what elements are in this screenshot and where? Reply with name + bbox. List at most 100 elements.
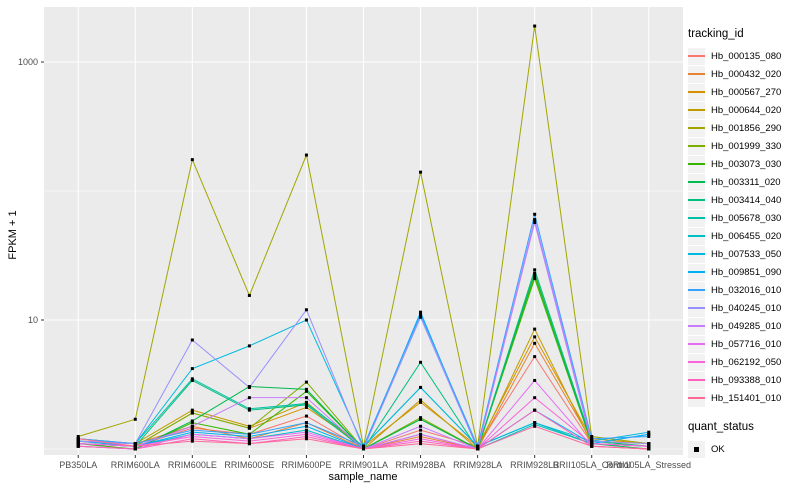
legend-item-label: Hb_001856_290	[711, 122, 782, 134]
line-swatch-icon	[688, 281, 705, 299]
data-point	[304, 424, 308, 428]
data-point	[247, 385, 251, 389]
data-point	[304, 318, 308, 322]
legend-item-label: Hb_032016_010	[711, 284, 782, 296]
data-point	[190, 434, 194, 438]
x-tick-label: RRIM928BA	[396, 460, 446, 470]
data-point	[190, 437, 194, 441]
legend-item-label: Hb_000432_020	[711, 68, 782, 80]
data-point	[419, 417, 423, 421]
legend-item-label: Hb_000644_020	[711, 104, 782, 116]
data-point	[590, 434, 594, 438]
legend-item-Hb_003414_040: Hb_003414_040	[688, 191, 800, 209]
legend-item-label: Hb_057716_010	[711, 338, 782, 350]
data-point	[190, 367, 194, 371]
x-tick-label: RRIM928LA	[453, 460, 502, 470]
line-swatch-icon	[688, 245, 705, 263]
legend-item-label: OK	[711, 443, 725, 455]
legend-item-Hb_006455_020: Hb_006455_020	[688, 227, 800, 245]
data-point	[133, 417, 137, 421]
data-point	[419, 400, 423, 404]
x-tick-label: RRIM901LA	[339, 460, 388, 470]
data-point	[419, 439, 423, 443]
data-point	[419, 424, 423, 428]
data-point	[190, 439, 194, 443]
legend-item-Hb_001856_290: Hb_001856_290	[688, 119, 800, 137]
data-point	[133, 447, 137, 451]
legend-item-label: Hb_009851_090	[711, 266, 782, 278]
legend-item-Hb_049285_010: Hb_049285_010	[688, 317, 800, 335]
data-point	[190, 378, 194, 382]
data-point	[304, 387, 308, 391]
data-point	[304, 421, 308, 425]
data-point	[304, 437, 308, 441]
legend-item-Hb_009851_090: Hb_009851_090	[688, 263, 800, 281]
line-swatch-icon	[688, 299, 705, 317]
data-point	[419, 434, 423, 438]
data-point	[190, 419, 194, 423]
data-point	[419, 416, 423, 420]
y-tick-label: 10	[28, 315, 38, 325]
data-point	[190, 411, 194, 415]
line-swatch-icon	[688, 65, 705, 83]
legend-item-Hb_000432_020: Hb_000432_020	[688, 65, 800, 83]
data-point	[76, 437, 80, 441]
line-swatch-icon	[688, 335, 705, 353]
data-point	[304, 389, 308, 393]
line-swatch-icon	[688, 209, 705, 227]
line-swatch-icon	[688, 47, 705, 65]
legend-item-Hb_062192_050: Hb_062192_050	[688, 353, 800, 371]
legend-title-quant-status: quant_status	[688, 421, 754, 433]
x-tick-label: RRII105LA_Stressed	[606, 460, 691, 470]
data-point	[419, 385, 423, 389]
legend-item-Hb_151401_010: Hb_151401_010	[688, 389, 800, 407]
line-swatch-icon	[688, 173, 705, 191]
x-tick-label: PB350LA	[59, 460, 97, 470]
data-point	[533, 335, 537, 339]
legend-item-label: Hb_003414_040	[711, 194, 782, 206]
legend-item-label: Hb_003073_030	[711, 158, 782, 170]
data-point	[247, 439, 251, 443]
line-swatch-icon	[688, 119, 705, 137]
data-point	[476, 444, 480, 448]
data-point	[647, 442, 651, 446]
data-point	[533, 378, 537, 382]
line-swatch-icon	[688, 101, 705, 119]
data-point	[190, 432, 194, 436]
data-point	[419, 360, 423, 364]
data-point	[590, 444, 594, 448]
x-tick-label: RRIM600SE	[224, 460, 274, 470]
data-point	[647, 447, 651, 451]
data-point	[362, 447, 365, 451]
data-point	[190, 408, 194, 412]
data-point	[76, 434, 80, 438]
data-point	[590, 439, 594, 443]
data-point	[190, 377, 194, 381]
data-point	[419, 310, 423, 314]
legend-item-Hb_057716_010: Hb_057716_010	[688, 335, 800, 353]
data-point	[533, 327, 537, 331]
data-point	[419, 442, 423, 446]
data-point	[247, 407, 251, 411]
data-point	[190, 426, 194, 430]
data-point	[533, 421, 537, 425]
data-point	[247, 396, 251, 400]
legend-item-Hb_093388_010: Hb_093388_010	[688, 371, 800, 389]
data-point	[304, 153, 308, 157]
y-tick-label: 1000	[18, 57, 38, 67]
line-swatch-icon	[688, 263, 705, 281]
legend-item-label: Hb_040245_010	[711, 302, 782, 314]
data-point	[304, 402, 308, 406]
data-point	[533, 274, 537, 278]
data-point	[247, 293, 251, 297]
data-point	[476, 447, 480, 451]
data-point	[190, 430, 194, 434]
legend-items-tracking: Hb_000135_080 Hb_000432_020 Hb_000567_270 H…	[688, 47, 800, 407]
data-point	[590, 442, 594, 446]
data-point	[533, 396, 537, 400]
line-swatch-icon	[688, 389, 705, 407]
data-point	[419, 315, 423, 319]
data-point	[419, 170, 423, 174]
legend-item-Hb_003311_020: Hb_003311_020	[688, 173, 800, 191]
data-point	[190, 338, 194, 342]
